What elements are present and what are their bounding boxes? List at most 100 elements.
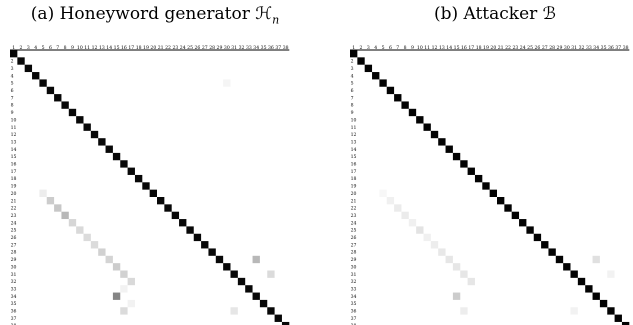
heatmap-cell — [83, 233, 91, 242]
heatmap-cell — [401, 211, 409, 220]
y-tick-label: 16 — [11, 162, 17, 168]
y-tick-label: 17 — [11, 169, 17, 175]
heatmap-diagonal-cell — [179, 219, 187, 227]
y-tick-label: 38 — [11, 323, 17, 325]
heatmap-diagonal-cell — [460, 160, 468, 168]
x-tick-label: 14 — [446, 45, 452, 51]
y-tick-label: 15 — [11, 154, 17, 160]
heatmap-cell — [120, 285, 128, 293]
heatmap-cell — [120, 270, 128, 278]
x-tick-label: 26 — [534, 45, 540, 51]
y-tick-label: 12 — [351, 132, 357, 138]
y-tick-label: 31 — [351, 272, 357, 278]
chart-title-b: (b) Attacker ℬ — [345, 4, 633, 24]
y-tick-label: 5 — [11, 81, 14, 87]
heatmap-diagonal-cell — [430, 130, 439, 139]
y-tick-label: 33 — [11, 286, 17, 292]
y-tick-label: 3 — [11, 66, 14, 72]
x-tick-label: 29 — [557, 45, 563, 51]
heatmap-diagonal-cell — [357, 57, 365, 65]
x-tick-label: 5 — [382, 45, 385, 51]
heatmap-diagonal-cell — [533, 233, 542, 242]
x-tick-label: 6 — [389, 45, 392, 51]
x-tick-label: 3 — [367, 45, 370, 51]
x-tick-label: 37 — [615, 45, 621, 51]
x-tick-label: 16 — [461, 45, 467, 51]
y-tick-label: 11 — [11, 125, 17, 131]
heatmap-diagonal-cell — [452, 152, 461, 161]
y-tick-label: 11 — [351, 125, 357, 131]
heatmap-diagonal-cell — [364, 64, 373, 73]
heatmap-diagonal-cell — [474, 174, 483, 183]
x-tick-label: 34 — [253, 45, 259, 51]
heatmap-diagonal-cell — [223, 263, 231, 271]
y-tick-label: 31 — [11, 272, 17, 278]
x-tick-label: 33 — [586, 45, 592, 51]
x-tick-label: 27 — [202, 45, 208, 51]
heatmap-diagonal-cell — [24, 64, 33, 73]
y-tick-label: 22 — [11, 206, 17, 212]
y-tick-label: 19 — [11, 184, 17, 190]
heatmap-cell — [61, 211, 69, 220]
y-tick-label: 13 — [351, 139, 357, 145]
heatmap-cell — [430, 241, 439, 249]
y-tick-label: 14 — [11, 147, 17, 153]
y-tick-label: 28 — [351, 250, 357, 256]
x-tick-label: 35 — [601, 45, 607, 51]
y-tick-label: 23 — [351, 213, 357, 219]
heatmap-diagonal-cell — [83, 123, 91, 131]
x-tick-label: 12 — [92, 45, 98, 51]
y-tick-label: 18 — [11, 176, 17, 182]
heatmap-diagonal-cell — [54, 94, 62, 102]
y-tick-label: 27 — [11, 242, 17, 248]
y-tick-label: 19 — [351, 184, 357, 190]
x-tick-label: 20 — [490, 45, 496, 51]
x-tick-label: 24 — [180, 45, 186, 51]
y-tick-label: 32 — [11, 279, 17, 285]
chart-title-b-text: (b) Attacker ℬ — [433, 4, 557, 24]
heatmap-diagonal-cell — [577, 277, 586, 286]
x-tick-label: 37 — [275, 45, 281, 51]
x-tick-label: 13 — [99, 45, 105, 51]
x-tick-label: 38 — [623, 45, 629, 51]
heatmap-diagonal-cell — [112, 152, 121, 161]
y-tick-label: 7 — [11, 95, 14, 101]
heatmap-diagonal-cell — [482, 182, 490, 190]
heatmap-diagonal-cell — [599, 299, 608, 308]
heatmap-cell — [76, 226, 84, 234]
x-tick-label: 18 — [136, 45, 142, 51]
heatmap-diagonal-cell — [32, 72, 40, 80]
heatmap-diagonal-cell — [467, 167, 475, 175]
y-tick-label: 28 — [11, 250, 17, 256]
heatmap-diagonal-cell — [164, 204, 172, 212]
x-tick-label: 31 — [571, 45, 577, 51]
y-tick-label: 33 — [351, 286, 357, 292]
x-tick-label: 14 — [106, 45, 112, 51]
y-tick-label: 15 — [351, 154, 357, 160]
heatmap-cell — [127, 277, 135, 286]
x-tick-label: 34 — [593, 45, 599, 51]
heatmap-cell — [127, 299, 135, 308]
heatmap-cell — [438, 248, 446, 256]
heatmap-panel-a: (a) Honeyword generator ℋn 1 2 3 4 5 6 7 8 9 10 11… — [5, 0, 305, 325]
x-tick-label: 4 — [34, 45, 37, 51]
x-tick-label: 18 — [476, 45, 482, 51]
heatmap-diagonal-cell — [68, 108, 77, 117]
heatmap-diagonal-cell — [570, 270, 578, 278]
y-tick-label: 30 — [351, 264, 357, 270]
y-tick-label: 6 — [351, 88, 354, 94]
x-tick-label: 16 — [121, 45, 127, 51]
x-tick-label: 25 — [187, 45, 193, 51]
heatmap-diagonal-cell — [46, 86, 55, 95]
y-tick-label: 26 — [11, 235, 17, 241]
heatmap-cell — [267, 270, 275, 278]
heatmap-cell — [112, 292, 121, 300]
x-tick-label: 1 — [12, 45, 15, 51]
heatmap-diagonal-cell — [555, 255, 564, 264]
heatmap-cell — [408, 219, 417, 227]
x-tick-label: 9 — [71, 45, 74, 51]
y-tick-label: 10 — [351, 117, 357, 123]
y-tick-label: 35 — [11, 301, 17, 307]
heatmap-cell — [120, 307, 128, 315]
heatmap-cell — [452, 292, 461, 300]
